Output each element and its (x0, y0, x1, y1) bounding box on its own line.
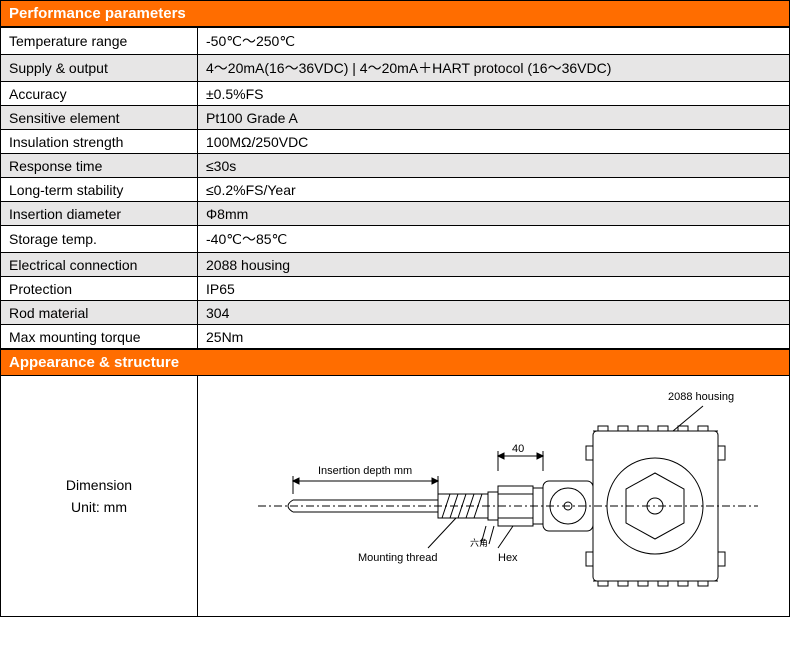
diagram-label-housing: 2088 housing (668, 391, 734, 403)
dimension-label-cell: Dimension Unit: mm (1, 376, 198, 616)
table-row: Sensitive elementPt100 Grade A (1, 106, 790, 130)
param-value: Pt100 Grade A (198, 106, 790, 130)
param-label: Response time (1, 154, 198, 178)
diagram-label-40: 40 (512, 443, 524, 455)
table-row: Supply & output4～20mA(16～36VDC) | 4～20mA… (1, 55, 790, 82)
table-row: Rod material304 (1, 301, 790, 325)
table-row: Temperature range-50℃～250℃ (1, 28, 790, 55)
param-label: Long-term stability (1, 178, 198, 202)
param-value: ≤0.2%FS/Year (198, 178, 790, 202)
table-row: Electrical connection2088 housing (1, 253, 790, 277)
diagram-label-insertion: Insertion depth mm (318, 465, 412, 477)
table-row: Max mounting torque25Nm (1, 325, 790, 349)
appearance-header: Appearance & structure (0, 349, 790, 376)
table-row: Insulation strength100MΩ/250VDC (1, 130, 790, 154)
param-label: Rod material (1, 301, 198, 325)
param-label: Supply & output (1, 55, 198, 82)
param-label: Insulation strength (1, 130, 198, 154)
diagram-label-hex: Hex (498, 552, 518, 564)
diagram-label-thread: Mounting thread (358, 552, 438, 564)
table-row: Insertion diameterΦ8mm (1, 202, 790, 226)
structure-diagram: 2088 housing Insertion depth mm 40 Mount… (198, 376, 789, 616)
parameters-table: Temperature range-50℃～250℃Supply & outpu… (0, 27, 790, 349)
param-label: Insertion diameter (1, 202, 198, 226)
param-value: -40℃～85℃ (198, 226, 790, 253)
param-value: 4～20mA(16～36VDC) | 4～20mA＋HART protocol … (198, 55, 790, 82)
svg-text:六角: 六角 (470, 537, 488, 548)
param-value: 25Nm (198, 325, 790, 349)
performance-header: Performance parameters (0, 0, 790, 27)
param-value: 2088 housing (198, 253, 790, 277)
table-row: Accuracy±0.5%FS (1, 82, 790, 106)
param-label: Electrical connection (1, 253, 198, 277)
dimension-unit: Unit: mm (71, 496, 127, 518)
table-row: Storage temp.-40℃～85℃ (1, 226, 790, 253)
dimension-title: Dimension (66, 474, 132, 496)
table-row: ProtectionIP65 (1, 277, 790, 301)
param-label: Temperature range (1, 28, 198, 55)
param-label: Accuracy (1, 82, 198, 106)
param-label: Sensitive element (1, 106, 198, 130)
table-row: Response time≤30s (1, 154, 790, 178)
structure-row: Dimension Unit: mm (0, 376, 790, 617)
param-value: Φ8mm (198, 202, 790, 226)
param-value: 304 (198, 301, 790, 325)
param-value: ±0.5%FS (198, 82, 790, 106)
param-label: Protection (1, 277, 198, 301)
param-value: IP65 (198, 277, 790, 301)
param-value: ≤30s (198, 154, 790, 178)
param-value: -50℃～250℃ (198, 28, 790, 55)
param-label: Max mounting torque (1, 325, 198, 349)
param-value: 100MΩ/250VDC (198, 130, 790, 154)
param-label: Storage temp. (1, 226, 198, 253)
table-row: Long-term stability≤0.2%FS/Year (1, 178, 790, 202)
